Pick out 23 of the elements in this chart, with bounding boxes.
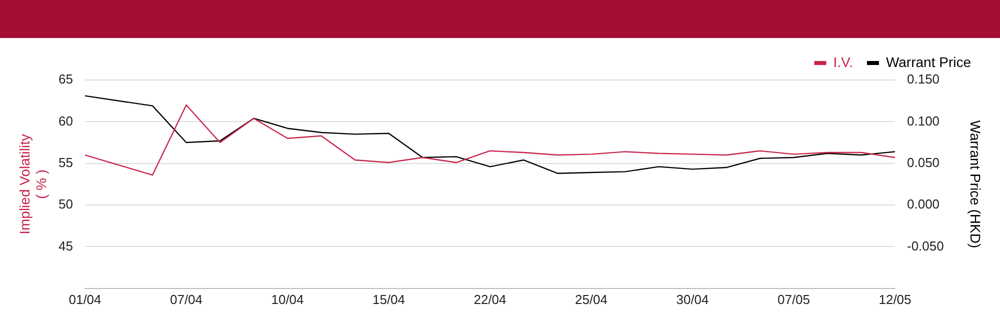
y-tick-label: 55	[58, 154, 73, 170]
y-tick-label: 60	[58, 113, 73, 128]
y2-axis-title: Warrant Price (HKD)	[968, 120, 984, 248]
y2-tick-label: 0.050	[907, 154, 940, 170]
y2-tick-label: 0.100	[907, 113, 940, 128]
legend-label: Warrant Price	[886, 54, 972, 70]
x-tick-label: 12/05	[878, 292, 912, 307]
legend-label: I.V.	[833, 54, 853, 70]
x-tick-label: 15/04	[372, 292, 406, 307]
y-axis-title: Implied Volatility ( % )	[16, 134, 50, 234]
y2-tick-label: 0.150	[907, 72, 940, 87]
x-tick-label: 25/04	[574, 292, 608, 307]
y-tick-label: 50	[58, 196, 73, 212]
x-tick-label: 01/04	[68, 292, 102, 307]
y2-tick-label: -0.050	[907, 238, 944, 254]
x-tick-label: 07/04	[170, 292, 203, 307]
x-tick-label: 07/05	[777, 292, 810, 307]
x-tick-label: 30/04	[676, 292, 709, 307]
x-tick-label: 10/04	[271, 292, 304, 307]
y2-tick-label: 0.000	[907, 196, 940, 212]
y-tick-label: 45	[58, 238, 73, 254]
y-tick-label: 65	[58, 72, 73, 87]
x-tick-label: 22/04	[474, 292, 506, 307]
